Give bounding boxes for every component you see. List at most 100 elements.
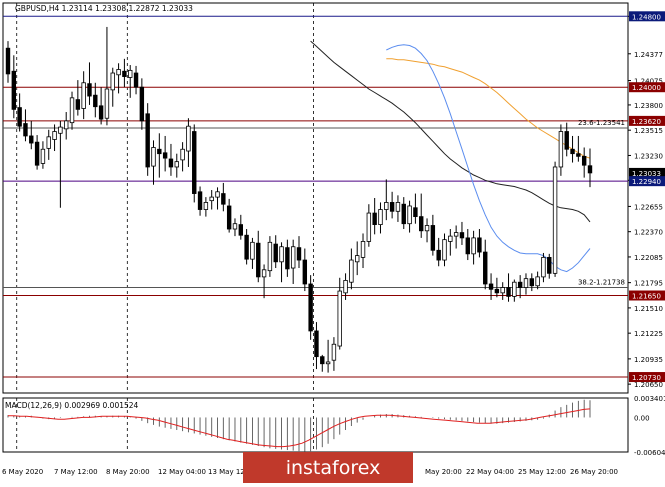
candle bbox=[128, 65, 133, 98]
candle-body bbox=[337, 290, 342, 347]
candle-body bbox=[552, 166, 558, 274]
candle bbox=[407, 200, 412, 233]
candle-body bbox=[424, 225, 430, 232]
candle bbox=[58, 120, 63, 208]
price-box-4: 1.22940 bbox=[629, 176, 665, 187]
candle-body bbox=[174, 161, 179, 168]
price-box-label: 1.23033 bbox=[632, 170, 661, 178]
candle bbox=[314, 322, 319, 370]
candle bbox=[93, 82, 98, 118]
candle bbox=[69, 91, 75, 130]
candle-body bbox=[232, 223, 238, 230]
candle-body bbox=[151, 147, 156, 167]
x-tick-label: 7 May 12:00 bbox=[54, 468, 98, 476]
candle-body bbox=[279, 246, 284, 263]
candle bbox=[384, 179, 389, 221]
candle-body bbox=[541, 256, 546, 278]
price-box-bg bbox=[629, 372, 665, 383]
candle-body bbox=[477, 237, 482, 253]
axis-layer: 1.24800 1.24377 1.24075 1.23800 1.23515 1.232… bbox=[2, 11, 665, 476]
candle-body bbox=[110, 72, 115, 91]
candle-body bbox=[145, 113, 150, 168]
macd-signal-line bbox=[8, 408, 591, 448]
candle bbox=[17, 93, 22, 132]
candle bbox=[63, 112, 69, 140]
candle-body bbox=[261, 269, 267, 278]
candle bbox=[413, 193, 418, 224]
candle-body bbox=[87, 83, 92, 97]
candle bbox=[471, 230, 476, 265]
candle bbox=[512, 279, 517, 302]
candle bbox=[151, 140, 156, 185]
candle bbox=[337, 277, 342, 350]
candle bbox=[267, 236, 273, 277]
macd-tick-label: 0.00 bbox=[634, 414, 650, 422]
candle bbox=[192, 124, 197, 203]
candle bbox=[11, 55, 17, 119]
candle-body bbox=[564, 131, 569, 150]
candle-body bbox=[517, 281, 523, 288]
candle-body bbox=[226, 205, 232, 230]
candle-body bbox=[448, 235, 453, 242]
candle-body bbox=[5, 47, 11, 75]
candle-body bbox=[343, 280, 348, 294]
candle bbox=[500, 282, 505, 300]
candle bbox=[122, 58, 127, 88]
candle-body bbox=[576, 153, 581, 157]
candle-body bbox=[500, 287, 505, 294]
price-box-2: 1.23620 bbox=[629, 115, 665, 126]
price-box-bg bbox=[629, 11, 665, 22]
candle bbox=[157, 133, 162, 178]
watermark: instaforex bbox=[243, 452, 413, 483]
price-box-bg bbox=[629, 115, 665, 126]
price-box-bg bbox=[629, 176, 665, 187]
candle bbox=[541, 252, 546, 283]
price-box-bg bbox=[629, 290, 665, 301]
candle-body bbox=[180, 148, 185, 161]
candle bbox=[442, 233, 447, 267]
candle-body bbox=[168, 158, 174, 168]
x-tick-label: 6 May 2020 bbox=[2, 468, 43, 476]
candles-layer bbox=[5, 26, 593, 373]
candle bbox=[576, 135, 581, 162]
candle bbox=[430, 214, 436, 256]
candle bbox=[331, 337, 337, 371]
candle bbox=[116, 63, 121, 94]
candle-body bbox=[325, 361, 331, 365]
candle bbox=[104, 26, 110, 126]
candle-body bbox=[69, 97, 75, 124]
candle-body bbox=[192, 131, 197, 194]
candle-body bbox=[63, 120, 69, 130]
candle bbox=[226, 198, 232, 233]
price-box-0: 1.24800 bbox=[629, 11, 665, 22]
price-box-bg bbox=[629, 82, 665, 93]
candle-body bbox=[273, 243, 278, 263]
candle bbox=[197, 186, 203, 216]
candle-body bbox=[46, 136, 51, 149]
candle-body bbox=[419, 216, 424, 232]
candle bbox=[296, 236, 302, 269]
chart-title: GBPUSD,H4 1.23114 1.23308 1.22872 1.2303… bbox=[15, 4, 193, 13]
candle bbox=[34, 135, 40, 170]
price-box-label: 1.21650 bbox=[632, 293, 661, 301]
candle-body bbox=[58, 126, 63, 134]
candle bbox=[354, 241, 360, 276]
candle bbox=[174, 153, 179, 178]
candle-body bbox=[587, 165, 593, 174]
fib-label-0: 23.6-1.23541 bbox=[578, 119, 625, 127]
candle-body bbox=[23, 123, 28, 137]
candle-body bbox=[302, 259, 308, 285]
candle-body bbox=[354, 255, 360, 263]
candle-body bbox=[558, 131, 564, 168]
candle bbox=[250, 237, 255, 269]
y-tick-label: 1.22085 bbox=[634, 254, 663, 262]
candle-body bbox=[34, 141, 40, 166]
candle bbox=[325, 339, 331, 373]
candle bbox=[360, 233, 366, 269]
candle bbox=[256, 230, 261, 283]
candle bbox=[535, 271, 540, 290]
x-tick-label: 8 May 20:00 bbox=[106, 468, 150, 476]
candle bbox=[366, 204, 372, 247]
